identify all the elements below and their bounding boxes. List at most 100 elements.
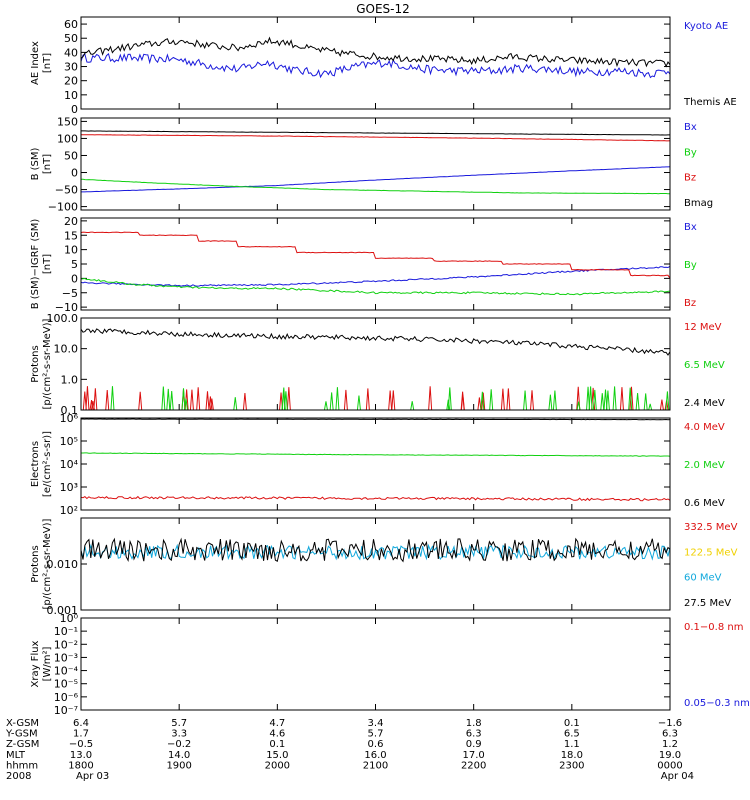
y-tick-label: 10.0 xyxy=(54,343,79,356)
y-tick-label: 15 xyxy=(64,229,78,242)
spike-12-MeV xyxy=(481,392,486,410)
x-row-label: 2008 xyxy=(6,771,31,782)
spike-6-5-MeV xyxy=(612,386,617,410)
y-tick-label: 10 xyxy=(64,244,78,257)
y-tick-label: 1.0 xyxy=(61,373,79,386)
series-line-2-4-MeV xyxy=(81,328,670,356)
spike-6-5-MeV xyxy=(643,393,648,410)
spike-12-MeV xyxy=(90,400,95,410)
legend-Themis-AE: Themis AE xyxy=(683,97,737,108)
legend-By: By xyxy=(684,260,697,271)
x-row-value: 6.5 xyxy=(564,729,580,740)
y-tick-label: 10⁻³ xyxy=(54,651,78,664)
x-row-value: 3.3 xyxy=(171,729,187,740)
y-axis-label: Xray Flux xyxy=(30,640,41,687)
x-row-label: X-GSM xyxy=(6,718,39,729)
spike-6-5-MeV xyxy=(600,393,605,410)
legend-2-0-MeV: 2.0 MeV xyxy=(684,460,725,471)
spike-12-MeV xyxy=(189,389,194,410)
legend-Bmag: Bmag xyxy=(684,198,713,209)
y-axis-unit: [nT] xyxy=(42,254,53,274)
x-row-value: 18.0 xyxy=(561,750,583,761)
x-row-value: 5.7 xyxy=(171,718,187,729)
spike-6-5-MeV xyxy=(665,391,670,410)
spike-12-MeV xyxy=(365,388,370,410)
x-row-value: Apr 03 xyxy=(76,771,109,782)
legend-4-0-MeV: 4.0 MeV xyxy=(684,422,725,433)
legend-12-MeV: 12 MeV xyxy=(684,322,722,333)
x-row-value: −0.5 xyxy=(69,739,93,750)
spike-12-MeV xyxy=(242,392,247,410)
panel-frame xyxy=(80,217,671,311)
spike-6-5-MeV xyxy=(335,387,340,410)
y-tick-label: 0 xyxy=(71,103,78,116)
series-line-Bx xyxy=(81,166,670,193)
x-row-value: 15.0 xyxy=(266,750,288,761)
spike-12-MeV xyxy=(477,397,482,410)
panel-protons1: 0.1 1.0 10.0 100.0 Protons [p/(cm²-s-sr-MeV)]… xyxy=(30,312,725,417)
x-row-value: 6.3 xyxy=(662,729,678,740)
series-line-Themis-AE xyxy=(81,36,670,68)
spike-6-5-MeV xyxy=(628,387,633,410)
x-axis-table: X-GSM 6.4 5.7 4.7 3.4 1.8 0.1 −1.6 Y-GSM 1.7 3.3 4.… xyxy=(5,718,694,782)
y-axis-unit: [nT] xyxy=(42,53,53,73)
legend-Bz: Bz xyxy=(684,173,696,184)
spike-6-5-MeV xyxy=(161,386,166,410)
x-row-value: 13.0 xyxy=(70,750,92,761)
x-row-value: 1.8 xyxy=(466,718,482,729)
spike-12-MeV xyxy=(343,389,348,410)
x-row-label: MLT xyxy=(6,750,26,761)
x-row-value: 2300 xyxy=(559,760,584,771)
spike-6-5-MeV xyxy=(552,390,557,410)
spike-12-MeV xyxy=(629,386,634,410)
y-tick-label: 5 xyxy=(71,258,78,271)
spike-12-MeV xyxy=(659,399,664,410)
series-line-By xyxy=(81,277,670,296)
y-tick-label: 10² xyxy=(60,504,78,517)
legend-332-5-MeV: 332.5 MeV xyxy=(684,522,738,533)
y-tick-label: 0 xyxy=(71,167,78,180)
x-row-value: 6.4 xyxy=(73,718,89,729)
spike-12-MeV xyxy=(506,388,511,410)
x-row-value: 1.7 xyxy=(73,729,89,740)
legend-0-1-0-8-nm: 0.1−0.8 nm xyxy=(684,622,743,633)
series-line-Bz xyxy=(81,134,670,142)
spike-6-5-MeV xyxy=(447,387,452,410)
panel-frame xyxy=(80,117,671,211)
x-row-value: 16.0 xyxy=(364,750,386,761)
spike-6-5-MeV xyxy=(233,397,238,410)
spike-6-5-MeV xyxy=(489,389,494,410)
y-tick-label: 20 xyxy=(64,215,78,228)
series-line-Kyoto-AE xyxy=(81,52,670,79)
spike-6-5-MeV xyxy=(480,391,485,410)
x-row-value: 3.4 xyxy=(368,718,384,729)
legend-2-4-MeV: 2.4 MeV xyxy=(684,398,725,409)
y-axis-unit: [p/(cm²-s-sr-MeV)] xyxy=(42,318,53,409)
legend-By: By xyxy=(684,147,697,158)
y-tick-label: 10⁻⁴ xyxy=(54,665,79,678)
spike-12-MeV xyxy=(530,390,535,410)
legend-Bx: Bx xyxy=(684,222,697,233)
y-tick-label: 0 xyxy=(71,272,78,285)
legend-Bx: Bx xyxy=(684,122,697,133)
series-line-Bx xyxy=(81,265,670,287)
x-row-value: 1.2 xyxy=(662,739,678,750)
spike-6-5-MeV xyxy=(323,401,328,410)
y-axis-label: Protons xyxy=(30,345,41,382)
spike-6-5-MeV xyxy=(110,386,115,410)
y-axis-label: Protons xyxy=(30,545,41,582)
y-tick-label: 60 xyxy=(64,18,78,31)
y-tick-label: −5 xyxy=(62,287,78,300)
series-line-Bmag xyxy=(81,130,670,136)
spike-6-5-MeV xyxy=(592,389,597,410)
panel-bsm: −100 −50 0 50 100 150 B (SM) [nT] Bx By Bz Bmag xyxy=(30,115,713,213)
spike-12-MeV xyxy=(89,400,94,410)
series-line-2-0-MeV xyxy=(81,452,670,457)
x-row-value: 19.0 xyxy=(659,750,681,761)
x-row-label: Z-GSM xyxy=(6,739,39,750)
spike-12-MeV xyxy=(460,394,465,410)
spike-6-5-MeV xyxy=(648,403,653,410)
series-group xyxy=(81,328,670,410)
